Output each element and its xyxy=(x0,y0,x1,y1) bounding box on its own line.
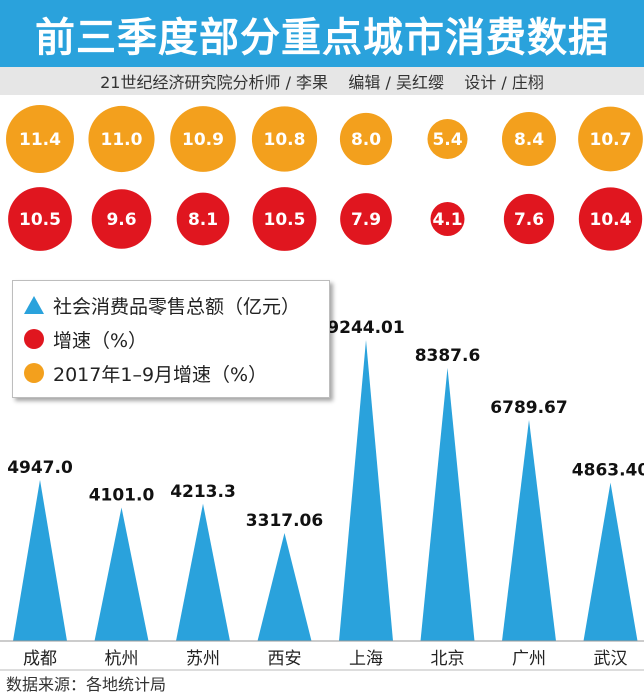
growth-2017-label: 10.9 xyxy=(182,130,224,150)
retail-sales-value-label: 8387.6 xyxy=(415,346,481,366)
growth-label: 4.1 xyxy=(432,210,462,230)
retail-sales-value-label: 3317.06 xyxy=(246,511,323,531)
triangle-icon xyxy=(24,296,44,314)
growth-circle xyxy=(430,202,465,236)
retail-sales-value-label: 4863.40 xyxy=(572,461,644,481)
growth-2017-label: 8.0 xyxy=(351,130,381,150)
city-tick-label: 广州 xyxy=(512,649,546,669)
retail-sales-triangle xyxy=(94,507,149,641)
city-tick-label: 上海 xyxy=(349,649,383,669)
legend-red-dot xyxy=(24,329,44,349)
retail-sales-triangle xyxy=(502,419,556,641)
page-title: 前三季度部分重点城市消费数据 xyxy=(0,0,644,67)
legend-label-retail-sales: 社会消费品零售总额（亿元） xyxy=(53,295,301,318)
growth-2017-circle xyxy=(170,106,236,172)
legend-label-growth-2017: 2017年1–9月增速（%） xyxy=(53,363,268,386)
growth-circle xyxy=(176,192,230,246)
retail-sales-triangle xyxy=(583,482,638,641)
consumption-chart: 11.4 10.5 4947.0 成都 11.0 9.6 4101.0 杭州 10.9 8.1 42… xyxy=(0,105,644,671)
city-tick-label: 北京 xyxy=(431,649,465,669)
growth-label: 10.4 xyxy=(590,210,632,230)
growth-circle xyxy=(91,189,152,249)
growth-label: 7.9 xyxy=(351,210,381,230)
legend-item-growth: 增速（%） xyxy=(23,322,319,356)
orange-circle-icon xyxy=(24,363,44,383)
credits-line: 21世纪经济研究院分析师 / 李果 编辑 / 吴红缨 设计 / 庄栩 xyxy=(0,67,644,95)
retail-sales-value-label: 9244.01 xyxy=(327,318,404,338)
growth-2017-label: 10.8 xyxy=(264,130,306,150)
legend-item-growth-2017: 2017年1–9月增速（%） xyxy=(23,356,319,390)
retail-sales-value-label: 4213.3 xyxy=(170,482,236,502)
growth-2017-label: 8.4 xyxy=(514,130,544,150)
legend-triangle xyxy=(24,296,44,314)
growth-label: 9.6 xyxy=(106,210,136,230)
retail-sales-triangle xyxy=(13,479,67,641)
growth-2017-label: 11.4 xyxy=(19,130,61,150)
growth-label: 8.1 xyxy=(188,210,218,230)
city-tick-label: 成都 xyxy=(23,649,57,669)
growth-circle xyxy=(8,187,72,251)
growth-2017-label: 5.4 xyxy=(432,130,462,150)
growth-label: 10.5 xyxy=(19,210,61,230)
retail-sales-triangle xyxy=(257,532,312,641)
growth-2017-label: 11.0 xyxy=(101,130,143,150)
growth-2017-circle xyxy=(501,111,557,167)
growth-2017-circle xyxy=(251,106,318,172)
red-circle-icon xyxy=(24,329,44,349)
growth-label: 10.5 xyxy=(264,210,306,230)
city-tick-label: 西安 xyxy=(268,649,302,669)
retail-sales-triangle xyxy=(420,367,475,641)
legend-label-growth: 增速（%） xyxy=(53,329,148,352)
growth-2017-circle xyxy=(578,106,643,172)
growth-circle xyxy=(340,193,392,245)
growth-label: 7.6 xyxy=(514,210,544,230)
growth-2017-label: 10.7 xyxy=(590,130,632,150)
retail-sales-value-label: 4947.0 xyxy=(7,458,73,478)
growth-2017-circle xyxy=(6,105,74,173)
city-tick-label: 武汉 xyxy=(594,649,628,669)
retail-sales-value-label: 4101.0 xyxy=(89,485,155,505)
growth-2017-circle xyxy=(88,105,155,173)
retail-sales-triangle xyxy=(176,503,230,641)
growth-circle xyxy=(252,187,317,251)
growth-2017-circle xyxy=(339,112,393,166)
retail-sales-triangle xyxy=(339,340,393,641)
retail-sales-value-label: 6789.67 xyxy=(490,398,567,418)
growth-circle xyxy=(578,187,643,251)
data-source: 数据来源：各地统计局 xyxy=(6,675,167,694)
city-tick-label: 苏州 xyxy=(186,649,220,669)
legend-item-retail-sales: 社会消费品零售总额（亿元） xyxy=(23,288,319,322)
city-tick-label: 杭州 xyxy=(105,649,139,669)
growth-2017-circle xyxy=(427,118,468,160)
legend-orange-dot xyxy=(24,363,44,383)
chart-legend: 社会消费品零售总额（亿元） 增速（%） 2017年1–9月增速（%） xyxy=(12,280,330,398)
growth-circle xyxy=(503,193,555,245)
